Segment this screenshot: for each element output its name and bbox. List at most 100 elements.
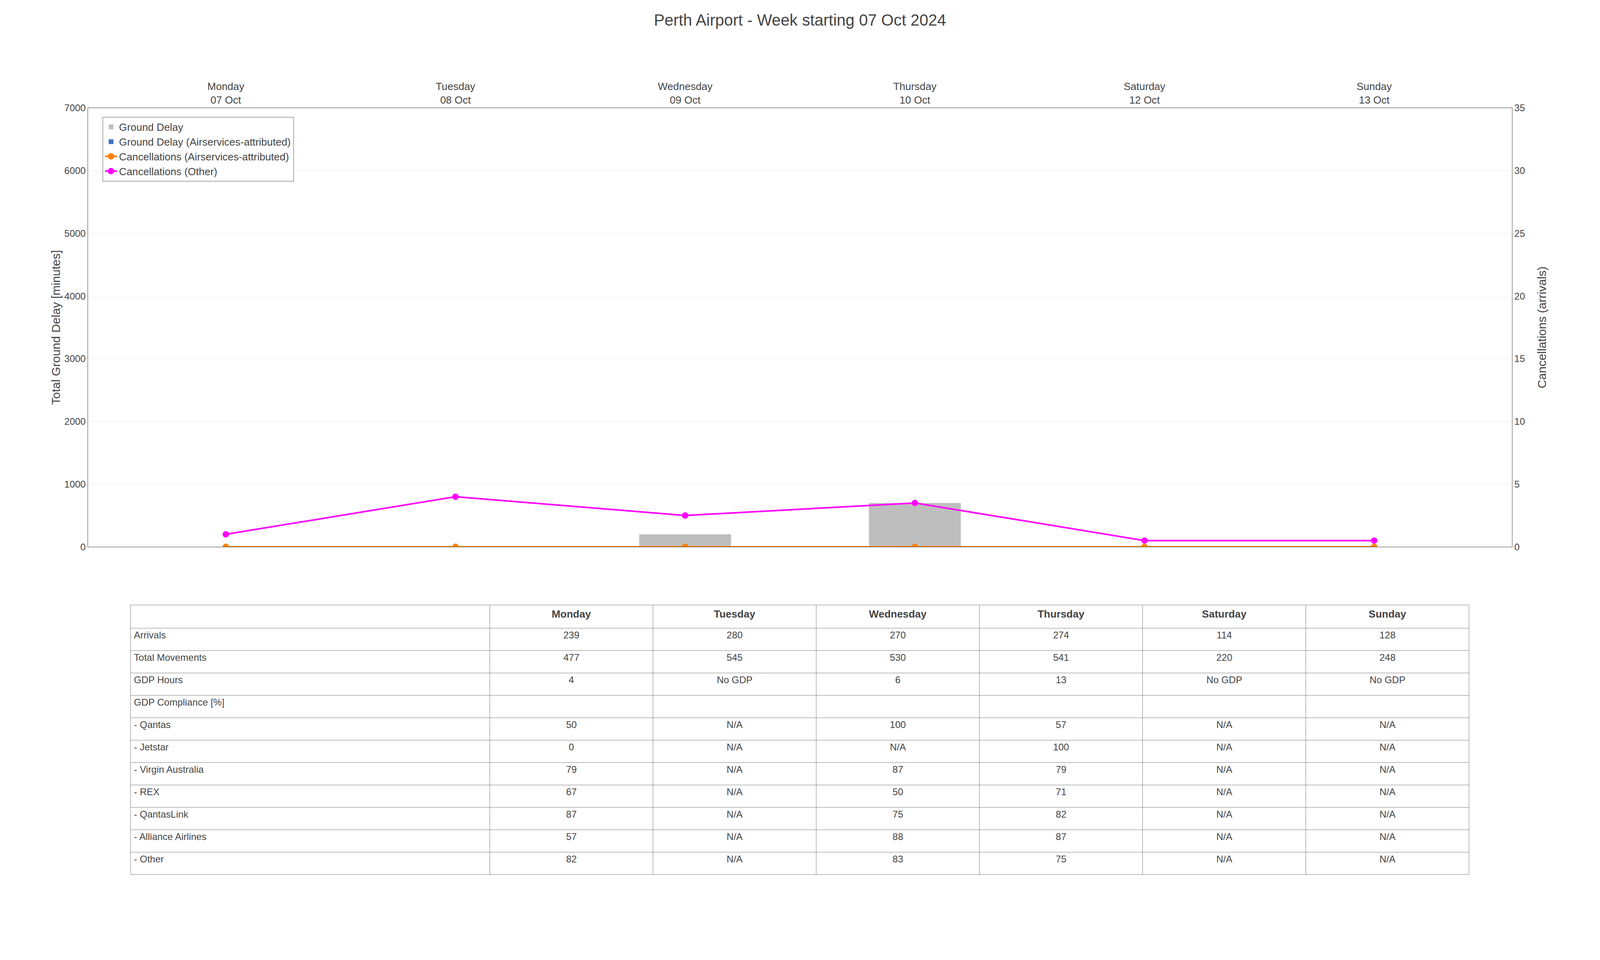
svg-text:N/A: N/A (726, 764, 743, 775)
svg-text:- REX: - REX (134, 786, 160, 798)
svg-text:75: 75 (1055, 853, 1067, 865)
svg-text:0: 0 (1514, 541, 1520, 553)
svg-text:280: 280 (726, 629, 743, 641)
svg-text:4: 4 (568, 674, 574, 686)
svg-text:6000: 6000 (64, 165, 86, 176)
svg-text:87: 87 (892, 764, 904, 775)
svg-text:Cancellations (Other): Cancellations (Other) (119, 165, 218, 178)
svg-text:N/A: N/A (726, 741, 743, 753)
svg-text:530: 530 (890, 652, 906, 663)
svg-text:N/A: N/A (726, 808, 743, 820)
svg-text:N/A: N/A (1379, 831, 1396, 842)
svg-text:N/A: N/A (1379, 853, 1396, 865)
svg-text:N/A: N/A (1216, 808, 1233, 820)
svg-text:2000: 2000 (64, 416, 86, 427)
svg-text:3000: 3000 (64, 353, 86, 364)
svg-text:Wednesday: Wednesday (868, 608, 927, 620)
svg-text:N/A: N/A (1216, 853, 1233, 865)
svg-text:- Alliance Airlines: - Alliance Airlines (134, 831, 207, 842)
svg-text:71: 71 (1055, 786, 1067, 798)
svg-text:Cancellations (Airservices-att: Cancellations (Airservices-attributed) (119, 150, 290, 163)
svg-text:128: 128 (1379, 629, 1396, 641)
svg-text:239: 239 (563, 629, 580, 641)
svg-text:N/A: N/A (1216, 786, 1233, 798)
svg-text:N/A: N/A (1216, 831, 1233, 842)
svg-text:N/A: N/A (890, 741, 906, 753)
svg-text:5000: 5000 (64, 228, 86, 239)
svg-text:0: 0 (80, 541, 86, 553)
svg-text:N/A: N/A (1379, 786, 1396, 798)
svg-text:6: 6 (895, 674, 901, 686)
svg-text:79: 79 (566, 764, 577, 775)
svg-text:- Qantas: - Qantas (134, 719, 171, 730)
svg-text:Monday07 Oct: Monday07 Oct (207, 80, 245, 106)
svg-text:Cancellations (arrivals): Cancellations (arrivals) (1535, 266, 1549, 389)
svg-text:1000: 1000 (64, 478, 86, 490)
svg-text:248: 248 (1379, 652, 1396, 663)
svg-text:N/A: N/A (1379, 741, 1396, 753)
svg-text:Ground Delay: Ground Delay (119, 121, 184, 134)
svg-text:Tuesday: Tuesday (714, 608, 756, 620)
svg-text:- Other: - Other (134, 853, 164, 865)
svg-text:87: 87 (566, 808, 577, 820)
svg-text:Tuesday08 Oct: Tuesday08 Oct (435, 80, 476, 106)
svg-text:30: 30 (1514, 165, 1526, 176)
svg-text:20: 20 (1514, 290, 1526, 302)
svg-text:- QantasLink: - QantasLink (134, 808, 189, 820)
svg-text:Sunday13 Oct: Sunday13 Oct (1356, 80, 1392, 106)
svg-text:GDP Hours: GDP Hours (134, 674, 183, 686)
svg-text:270: 270 (890, 629, 906, 641)
svg-text:10: 10 (1514, 416, 1526, 427)
svg-text:5: 5 (1514, 478, 1520, 490)
svg-text:15: 15 (1514, 353, 1526, 364)
svg-text:541: 541 (1053, 652, 1070, 663)
svg-text:Perth Airport - Week starting: Perth Airport - Week starting 07 Oct 202… (654, 11, 947, 29)
svg-text:57: 57 (566, 831, 577, 842)
svg-text:N/A: N/A (1379, 719, 1396, 730)
svg-text:Arrivals: Arrivals (134, 629, 166, 641)
svg-text:N/A: N/A (726, 831, 743, 842)
svg-text:57: 57 (1055, 719, 1067, 730)
svg-text:N/A: N/A (1379, 808, 1396, 820)
svg-text:N/A: N/A (726, 853, 743, 865)
svg-text:50: 50 (566, 719, 577, 730)
svg-text:N/A: N/A (1216, 719, 1233, 730)
svg-text:477: 477 (563, 652, 580, 663)
svg-text:114: 114 (1216, 629, 1232, 641)
svg-text:220: 220 (1216, 652, 1233, 663)
svg-text:No GDP: No GDP (1206, 674, 1242, 686)
svg-text:Thursday10 Oct: Thursday10 Oct (893, 80, 937, 106)
svg-text:4000: 4000 (64, 290, 86, 302)
svg-text:No GDP: No GDP (716, 674, 753, 686)
svg-text:Total Movements: Total Movements (134, 652, 207, 663)
svg-text:Ground Delay (Airservices-attr: Ground Delay (Airservices-attributed) (119, 136, 291, 148)
svg-text:GDP Compliance [%]: GDP Compliance [%] (134, 696, 225, 708)
svg-text:25: 25 (1514, 228, 1526, 239)
svg-text:100: 100 (890, 719, 906, 730)
svg-text:Thursday: Thursday (1037, 608, 1085, 620)
svg-text:0: 0 (568, 741, 574, 753)
svg-text:Monday: Monday (551, 608, 592, 620)
svg-text:50: 50 (892, 786, 904, 798)
svg-text:545: 545 (726, 652, 743, 663)
svg-text:75: 75 (892, 808, 904, 820)
svg-text:Saturday: Saturday (1202, 608, 1247, 620)
svg-text:67: 67 (566, 786, 577, 798)
svg-text:- Jetstar: - Jetstar (134, 741, 169, 753)
svg-text:Total Ground Delay [minutes]: Total Ground Delay [minutes] (49, 250, 63, 405)
svg-text:No GDP: No GDP (1369, 674, 1406, 686)
svg-text:87: 87 (1055, 831, 1067, 842)
svg-text:35: 35 (1514, 102, 1526, 114)
svg-text:83: 83 (892, 853, 904, 865)
svg-text:82: 82 (566, 853, 577, 865)
svg-text:79: 79 (1055, 764, 1067, 775)
svg-text:Sunday: Sunday (1368, 608, 1407, 620)
svg-text:274: 274 (1053, 629, 1070, 641)
svg-text:Saturday12 Oct: Saturday12 Oct (1123, 80, 1166, 106)
svg-text:N/A: N/A (726, 786, 743, 798)
svg-text:100: 100 (1053, 741, 1070, 753)
svg-text:- Virgin Australia: - Virgin Australia (134, 764, 204, 775)
svg-text:N/A: N/A (1379, 764, 1396, 775)
svg-text:N/A: N/A (726, 719, 743, 730)
svg-text:Wednesday09 Oct: Wednesday09 Oct (657, 80, 713, 106)
